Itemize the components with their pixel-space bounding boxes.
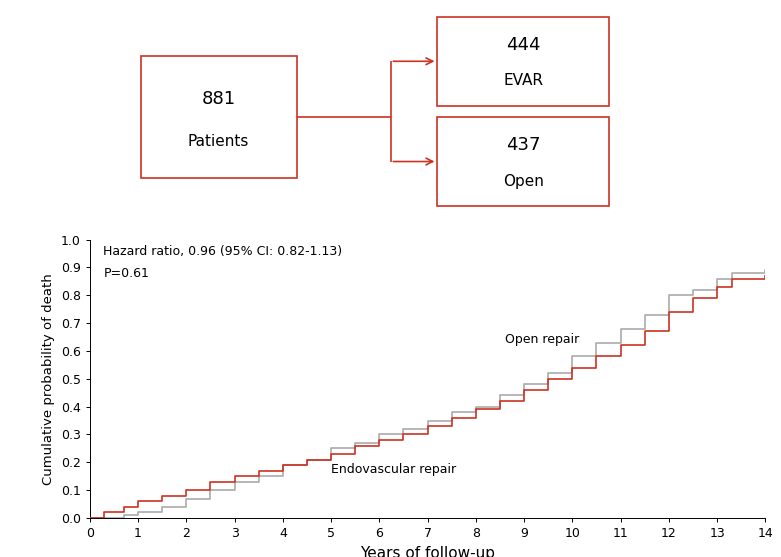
Text: 444: 444	[506, 36, 540, 54]
Text: Open repair: Open repair	[505, 333, 579, 345]
Text: P=0.61: P=0.61	[103, 267, 149, 280]
X-axis label: Years of follow-up: Years of follow-up	[360, 546, 495, 557]
Text: 437: 437	[506, 136, 540, 154]
Text: Patients: Patients	[188, 134, 249, 149]
Bar	[437, 117, 609, 206]
Bar	[437, 17, 609, 106]
Text: 881: 881	[201, 90, 236, 108]
Text: Hazard ratio, 0.96 (95% CI: 0.82-1.13): Hazard ratio, 0.96 (95% CI: 0.82-1.13)	[103, 245, 342, 258]
Bar	[141, 56, 297, 178]
Y-axis label: Cumulative probability of death: Cumulative probability of death	[42, 273, 55, 485]
Text: Open: Open	[503, 174, 544, 189]
Text: EVAR: EVAR	[503, 74, 544, 89]
Text: Endovascular repair: Endovascular repair	[331, 463, 456, 476]
